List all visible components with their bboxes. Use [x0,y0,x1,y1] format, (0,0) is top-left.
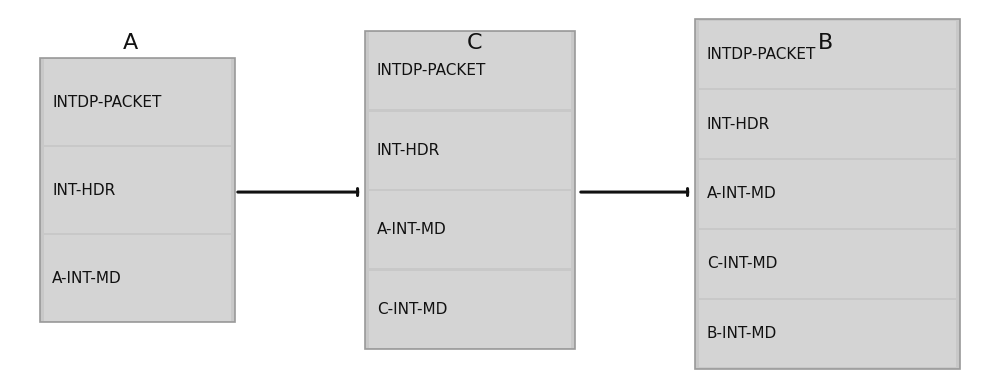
Text: INT-HDR: INT-HDR [377,143,440,158]
Bar [695,19,960,369]
Text: INTDP-PACKET: INTDP-PACKET [707,47,816,62]
Text: C-INT-MD: C-INT-MD [707,256,777,271]
Text: A-INT-MD: A-INT-MD [377,222,447,237]
Text: A-INT-MD: A-INT-MD [707,187,777,201]
Text: A-INT-MD: A-INT-MD [52,270,122,286]
Bar [44,147,231,233]
Bar [699,230,956,298]
Bar [699,21,956,88]
Text: A: A [122,33,138,53]
Text: B: B [817,33,833,53]
Text: INTDP-PACKET: INTDP-PACKET [377,63,486,78]
Bar [365,31,575,349]
Bar [369,191,571,268]
Bar [40,58,235,322]
Text: INTDP-PACKET: INTDP-PACKET [52,95,161,110]
Text: B-INT-MD: B-INT-MD [707,326,777,341]
Text: INT-HDR: INT-HDR [52,183,115,197]
Bar [44,59,231,145]
Bar [699,90,956,158]
Bar [699,160,956,228]
Bar [699,300,956,367]
Bar [369,112,571,189]
Text: C: C [467,33,483,53]
Text: C-INT-MD: C-INT-MD [377,302,447,317]
Bar [369,32,571,109]
Bar [369,271,571,348]
Bar [44,235,231,321]
Text: INT-HDR: INT-HDR [707,117,770,132]
